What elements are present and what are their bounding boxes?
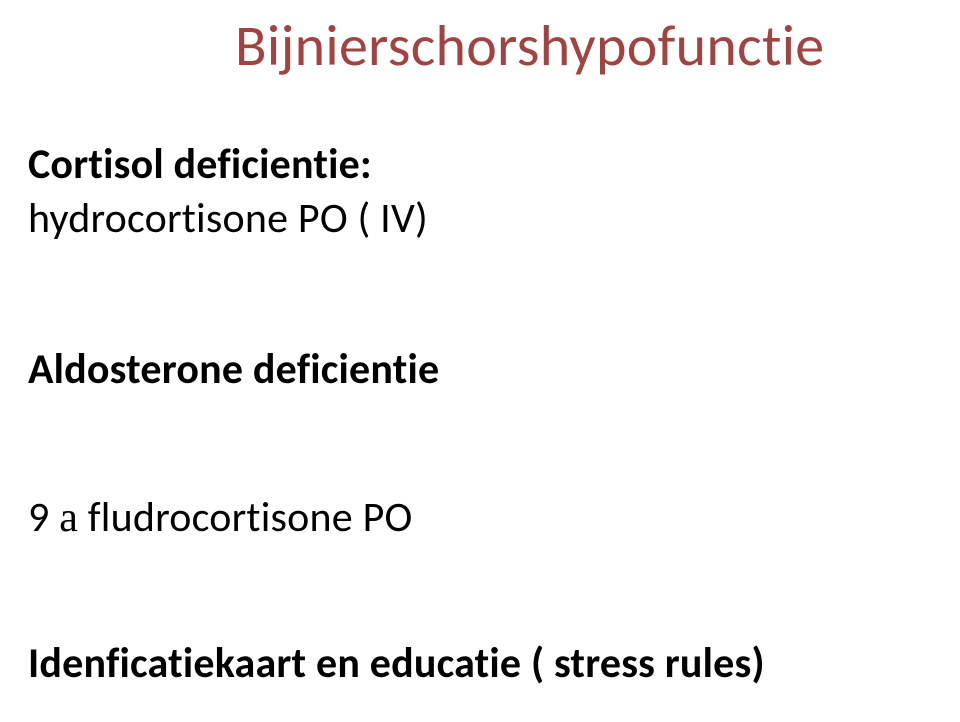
aldosterone-heading: Aldosterone deficientie [28,346,932,394]
aldosterone-suffix: fludrocortisone PO [78,492,412,543]
alpha-symbol: a [59,495,78,541]
aldosterone-prefix: 9 [28,492,59,543]
body-block: Cortisol deficientie: hydrocortisone PO … [28,141,932,688]
aldosterone-line: 9 a fludrocortisone PO [28,494,932,542]
footer-line: Idenficatiekaart en educatie ( stress ru… [28,640,932,688]
cortisol-line: hydrocortisone PO ( IV) [28,195,932,243]
slide-container: Bijnierschorshypofunctie Cortisol defici… [0,0,960,722]
slide-title: Bijnierschorshypofunctie [235,10,932,81]
cortisol-heading: Cortisol deficientie: [28,141,932,189]
